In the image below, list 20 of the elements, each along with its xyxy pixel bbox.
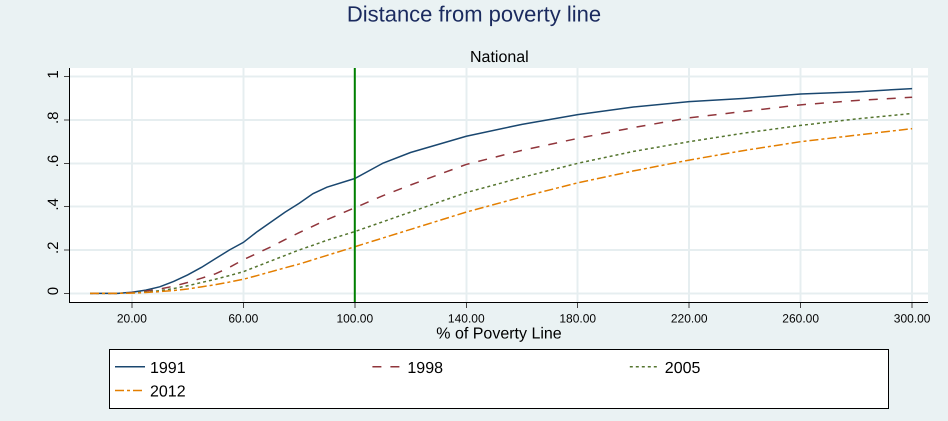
x-axis-title: % of Poverty Line [436,325,562,342]
x-tick-label: 60.00 [228,311,259,326]
x-tick-label: 20.00 [116,311,148,326]
x-tick-label: 100.00 [336,311,374,326]
y-tick-label: 0 [45,286,62,296]
x-tick-label: 220.00 [670,311,708,326]
legend-label: 2005 [664,360,700,377]
y-tick-label: 1 [45,70,62,79]
x-tick-label: 300.00 [894,311,931,326]
y-tick-label: .6 [45,154,62,168]
x-tick-label: 140.00 [448,311,485,326]
chart-subtitle: National [470,49,529,66]
y-tick-label: .4 [45,198,62,211]
legend-label: 1991 [150,360,186,377]
x-tick-label: 180.00 [559,311,596,326]
y-tick-label: .8 [45,111,62,124]
y-tick-label: .2 [45,241,62,254]
x-tick-label: 260.00 [782,311,820,326]
chart-title: Distance from poverty line [346,2,602,27]
legend-label: 1998 [407,360,444,377]
